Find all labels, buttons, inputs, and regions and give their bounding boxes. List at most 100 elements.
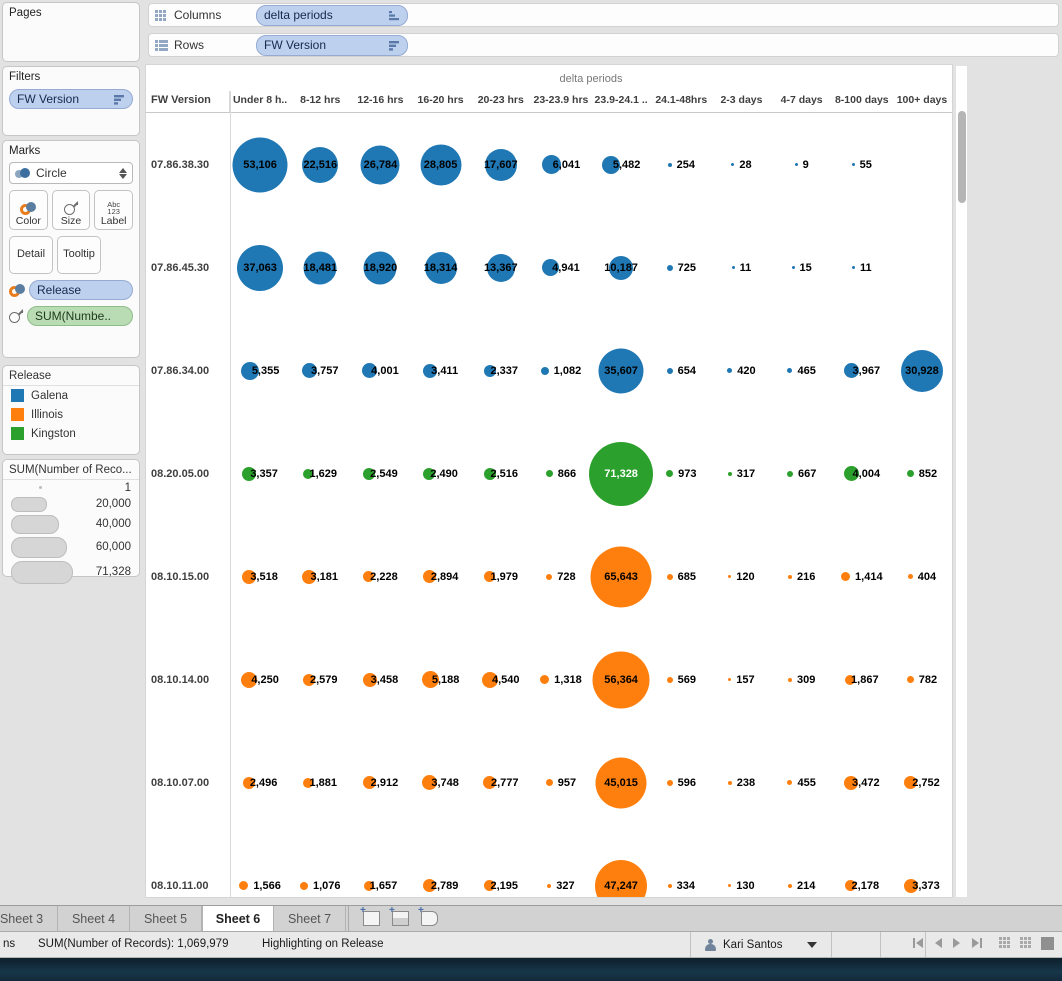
mark-circle[interactable]	[589, 441, 654, 506]
row-label[interactable]: 08.20.05.00	[151, 467, 210, 480]
mark-circle[interactable]	[727, 471, 732, 476]
row-label[interactable]: 08.10.11.00	[151, 879, 209, 892]
detail-button[interactable]: Detail	[9, 236, 53, 274]
tab-sheet-6[interactable]: Sheet 6	[202, 906, 274, 931]
mark-circle[interactable]	[242, 776, 255, 789]
mark-circle[interactable]	[301, 363, 317, 378]
page-navigation[interactable]	[913, 938, 982, 948]
mark-circle[interactable]	[727, 368, 733, 373]
first-page-icon[interactable]	[913, 938, 925, 948]
mark-circle[interactable]	[906, 470, 914, 477]
mark-circle[interactable]	[482, 671, 498, 688]
mark-circle[interactable]	[483, 467, 496, 480]
mark-circle[interactable]	[486, 253, 515, 282]
last-page-icon[interactable]	[970, 938, 982, 948]
mark-circle[interactable]	[363, 571, 375, 582]
tab-sheet-4[interactable]: Sheet 4	[58, 906, 130, 931]
mark-circle[interactable]	[841, 572, 851, 581]
mark-circle[interactable]	[794, 163, 798, 166]
column-header[interactable]: 8-100 days	[834, 94, 889, 106]
mark-circle[interactable]	[483, 364, 496, 377]
next-page-icon[interactable]	[952, 938, 961, 948]
mark-circle[interactable]	[363, 880, 374, 891]
mark-circle[interactable]	[595, 757, 647, 808]
mark-circle[interactable]	[787, 780, 793, 785]
mark-circle[interactable]	[545, 779, 553, 786]
mark-circle[interactable]	[363, 467, 376, 480]
mark-circle[interactable]	[240, 361, 259, 380]
mark-circle[interactable]	[545, 470, 553, 477]
mark-circle[interactable]	[590, 546, 652, 607]
sum-records-pill[interactable]: SUM(Numbe..	[27, 306, 133, 326]
mark-circle[interactable]	[786, 470, 793, 477]
mark-circle[interactable]	[483, 880, 495, 891]
mark-circle[interactable]	[844, 775, 859, 790]
mark-circle[interactable]	[851, 163, 855, 166]
mark-circle[interactable]	[542, 259, 560, 276]
tab-sheet-3[interactable]: Sheet 3	[0, 906, 58, 931]
mark-circle[interactable]	[787, 677, 792, 682]
mark-circle[interactable]	[851, 266, 855, 269]
row-header-title[interactable]: FW Version	[146, 91, 230, 112]
prev-page-icon[interactable]	[934, 938, 943, 948]
column-header[interactable]: Under 8 h..	[232, 94, 288, 106]
column-header[interactable]: 23.9-24.1 ..	[594, 94, 648, 106]
mark-circle[interactable]	[360, 145, 400, 184]
mark-circle[interactable]	[540, 366, 549, 375]
column-header[interactable]: 23-23.9 hrs	[533, 94, 589, 106]
legend-item[interactable]: Illinois	[3, 405, 139, 424]
new-story-icon[interactable]	[418, 905, 438, 926]
mark-type-dropdown[interactable]: Circle	[9, 162, 133, 184]
mark-circle[interactable]	[787, 368, 793, 373]
mark-circle[interactable]	[666, 264, 673, 271]
tooltip-button[interactable]: Tooltip	[57, 236, 101, 274]
mark-circle[interactable]	[598, 348, 644, 393]
column-header[interactable]: 4-7 days	[780, 94, 823, 106]
vertical-scrollbar[interactable]	[955, 65, 968, 898]
mark-circle[interactable]	[666, 676, 673, 683]
row-label[interactable]: 08.10.07.00	[151, 776, 210, 789]
mark-circle[interactable]	[362, 363, 378, 378]
mark-circle[interactable]	[423, 363, 438, 378]
mark-circle[interactable]	[303, 777, 314, 788]
mark-circle[interactable]	[241, 671, 258, 688]
column-header[interactable]: 24.1-48hrs	[655, 94, 708, 106]
column-header[interactable]: 2-3 days	[720, 94, 763, 106]
columns-pill-delta-periods[interactable]: delta periods	[256, 4, 408, 26]
mark-circle[interactable]	[242, 466, 257, 481]
mark-circle[interactable]	[601, 155, 620, 174]
mark-circle[interactable]	[540, 675, 550, 684]
mark-circle[interactable]	[595, 859, 648, 897]
mark-circle[interactable]	[727, 780, 732, 785]
mark-circle[interactable]	[483, 776, 496, 789]
column-header[interactable]: 16-20 hrs	[417, 94, 464, 106]
legend-item[interactable]: Galena	[3, 386, 139, 405]
show-filmstrip-icon[interactable]	[1020, 937, 1033, 950]
mark-circle[interactable]	[666, 779, 673, 786]
mark-circle[interactable]	[907, 574, 913, 579]
mark-circle[interactable]	[791, 266, 795, 269]
show-sheet-icon[interactable]	[1041, 937, 1054, 950]
new-worksheet-icon[interactable]	[360, 905, 380, 926]
mark-circle[interactable]	[546, 573, 553, 580]
tab-sheet-7[interactable]: Sheet 7	[274, 906, 346, 931]
rows-pill-fw-version[interactable]: FW Version	[256, 34, 408, 56]
mark-circle[interactable]	[666, 573, 673, 580]
mark-circle[interactable]	[422, 879, 436, 892]
mark-circle[interactable]	[242, 569, 257, 584]
mark-circle[interactable]	[547, 883, 552, 888]
mark-circle[interactable]	[731, 266, 735, 269]
mark-circle[interactable]	[609, 255, 634, 280]
mark-circle[interactable]	[728, 575, 732, 578]
mark-circle[interactable]	[302, 673, 315, 686]
mark-circle[interactable]	[420, 144, 462, 185]
filter-pill-fw-version[interactable]: FW Version	[9, 89, 133, 109]
color-button[interactable]: Color	[9, 190, 48, 230]
mark-circle[interactable]	[302, 569, 317, 584]
mark-circle[interactable]	[237, 244, 284, 291]
mark-circle[interactable]	[239, 881, 249, 890]
scrollbar-thumb[interactable]	[958, 111, 966, 203]
column-header[interactable]: 100+ days	[896, 94, 948, 106]
mark-circle[interactable]	[845, 674, 856, 685]
mark-circle[interactable]	[362, 776, 376, 789]
